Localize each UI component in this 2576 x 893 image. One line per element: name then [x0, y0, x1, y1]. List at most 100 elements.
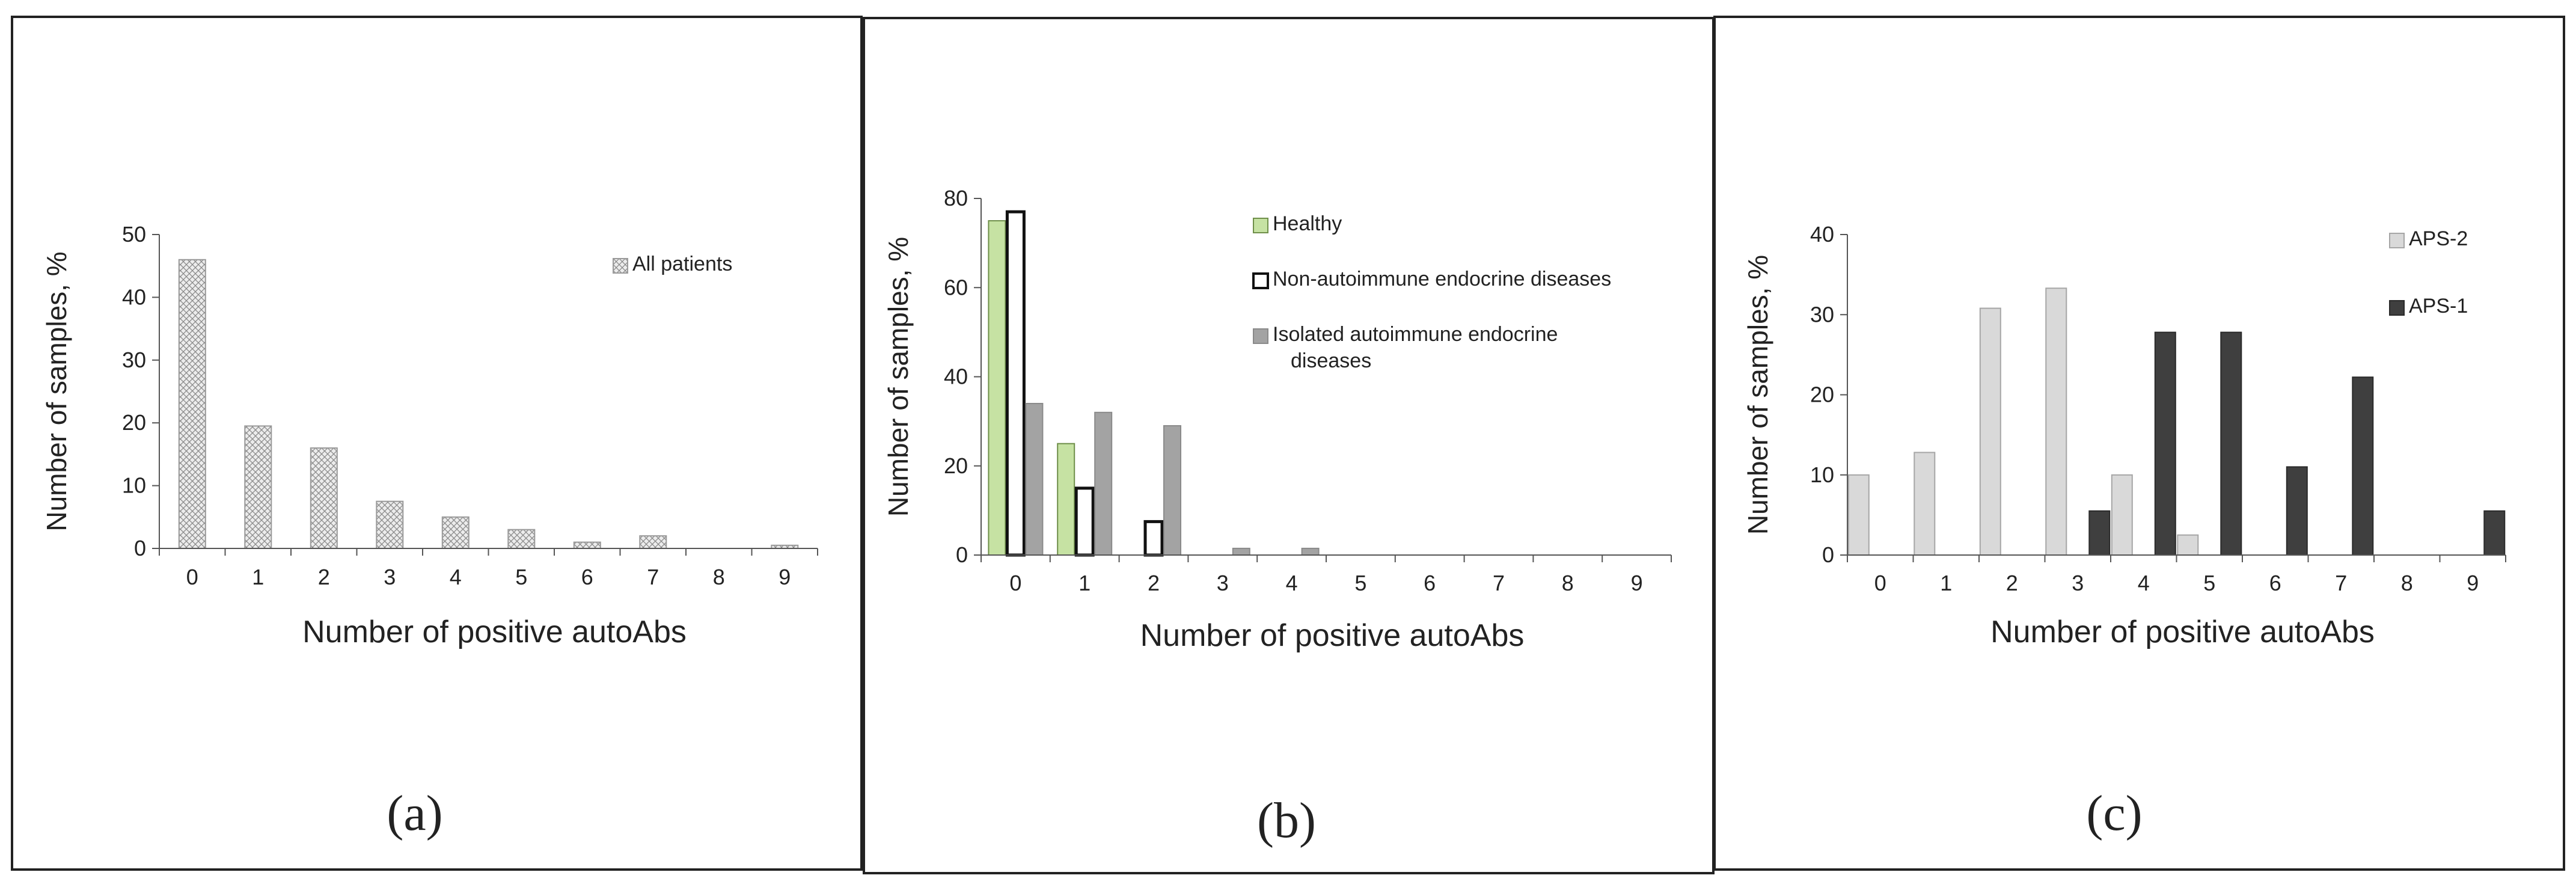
- y-tick-label: 60: [944, 275, 968, 299]
- x-axis-label: Number of positive autoAbs: [1990, 615, 2375, 649]
- bar-1-s2-c1: [1094, 411, 1113, 556]
- y-tick-label: 0: [134, 536, 146, 560]
- x-tick-label: 7: [647, 565, 659, 589]
- bar-2-s1-c5: [2220, 331, 2242, 556]
- x-tick-label: 2: [318, 565, 330, 589]
- chart-b: 0 20 40 60 80 0 1 2 3 4 5 6 7 8 9 Number of positive au…: [883, 186, 1672, 653]
- legend-label: Non-autoimmune endocrine diseases: [1273, 268, 1611, 290]
- x-tick-label: 8: [2401, 571, 2413, 595]
- bar-2-s1-c7: [2352, 376, 2374, 556]
- bar-0-s0-c5: [507, 529, 536, 550]
- x-tick-label: 3: [2072, 571, 2084, 595]
- bar-1-s2-c4: [1301, 547, 1320, 556]
- bar-2-s1-c3: [2088, 510, 2111, 556]
- x-tick-label: 2: [2006, 571, 2018, 595]
- panel-a-caption: (a): [387, 785, 442, 841]
- chart-c: 0 10 20 30 40 0 1 2 3 4 5 6 7 8 9 Number of positive au…: [1742, 222, 2506, 649]
- bar-1-s2-c0: [1025, 403, 1044, 556]
- y-tick-label: 30: [1810, 302, 1834, 327]
- x-tick-label: 4: [2138, 571, 2150, 595]
- bar-0-s0-c6: [573, 541, 601, 549]
- x-tick-label: 6: [1424, 571, 1436, 595]
- bar-2-s1-c6: [2286, 466, 2308, 556]
- bar-0-s0-c7: [639, 535, 667, 549]
- legend-swatch: [1252, 272, 1269, 289]
- x-tick-label: 5: [2203, 571, 2215, 595]
- legend-label: Healthy: [1273, 212, 1342, 235]
- bar-0-s0-c1: [244, 425, 272, 550]
- legend-swatch: [1253, 328, 1268, 344]
- panel-b-caption: (b): [1257, 793, 1316, 849]
- x-tick-label: 2: [1148, 571, 1160, 595]
- x-tick-label: 1: [252, 565, 264, 589]
- panel-c-frame: [1713, 16, 2565, 871]
- legend-swatch: [613, 258, 628, 274]
- x-tick-label: 3: [1217, 571, 1229, 595]
- y-axis-label: Number of samples, %: [883, 237, 914, 517]
- legend-label: APS-2: [2409, 227, 2468, 250]
- legend-swatch: [2389, 233, 2405, 248]
- bar-0-s0-c2: [310, 447, 338, 549]
- y-tick-label: 50: [122, 222, 146, 247]
- x-tick-label: 9: [2467, 571, 2479, 595]
- bar-1-s1-c1: [1074, 486, 1095, 557]
- y-tick-label: 40: [944, 364, 968, 389]
- legend-swatch: [2389, 300, 2405, 316]
- x-tick-label: 8: [713, 565, 725, 589]
- bar-2-s0-c2: [1979, 307, 2001, 556]
- bar-1-s2-c2: [1163, 425, 1181, 556]
- x-tick-label: 7: [1493, 571, 1505, 595]
- panel-a-frame: [11, 16, 863, 871]
- y-tick-label: 20: [944, 453, 968, 478]
- y-tick-label: 10: [1810, 462, 1834, 487]
- x-axis-label: Number of positive autoAbs: [302, 615, 687, 649]
- bar-1-s0-c1: [1057, 443, 1075, 556]
- x-tick-label: 8: [1562, 571, 1574, 595]
- legend-label: All patients: [632, 253, 732, 275]
- bar-1-s1-c2: [1143, 520, 1164, 557]
- x-axis-label: Number of positive autoAbs: [1140, 618, 1525, 653]
- bar-0-s0-c3: [376, 500, 404, 550]
- bar-2-s0-c5: [2177, 534, 2199, 556]
- y-tick-label: 10: [122, 473, 146, 498]
- x-tick-label: 0: [186, 565, 198, 589]
- chart-a: 0 10 20 30 40 50 0 1 2 3 4 5 6 7 8 9 Number of positive …: [41, 222, 818, 649]
- y-tick-label: 0: [1822, 542, 1834, 567]
- bar-2-s0-c1: [1914, 452, 1936, 556]
- x-tick-label: 0: [1874, 571, 1886, 595]
- bar-2-s0-c4: [2111, 474, 2133, 556]
- x-tick-label: 1: [1078, 571, 1091, 595]
- bar-2-s0-c3: [2045, 287, 2067, 556]
- bar-2-s0-c0: [1847, 474, 1870, 556]
- y-tick-label: 20: [122, 410, 146, 435]
- y-tick-label: 80: [944, 186, 968, 210]
- bar-1-s1-c0: [1005, 210, 1026, 557]
- legend-label: APS-1: [2409, 295, 2468, 318]
- bar-0-s0-c0: [178, 259, 206, 549]
- x-tick-label: 6: [2269, 571, 2281, 595]
- bar-1-s2-c3: [1232, 547, 1250, 556]
- y-tick-label: 0: [956, 542, 968, 567]
- legend-swatch: [1253, 218, 1268, 233]
- x-tick-label: 4: [450, 565, 462, 589]
- y-tick-label: 40: [122, 284, 146, 309]
- x-tick-label: 9: [1631, 571, 1643, 595]
- x-tick-label: 0: [1009, 571, 1021, 595]
- x-tick-label: 7: [2335, 571, 2347, 595]
- y-tick-label: 20: [1810, 382, 1834, 407]
- bar-0-s0-c4: [441, 516, 470, 549]
- panel-c-caption: (c): [2086, 785, 2142, 841]
- bar-2-s1-c4: [2154, 331, 2176, 556]
- x-tick-label: 6: [581, 565, 593, 589]
- y-tick-label: 40: [1810, 222, 1834, 247]
- legend-label: Isolated autoimmune endocrine diseases: [1273, 323, 1558, 372]
- bar-2-s1-c9: [2483, 510, 2506, 556]
- y-tick-label: 30: [122, 348, 146, 372]
- x-tick-label: 1: [1940, 571, 1952, 595]
- x-tick-label: 5: [1354, 571, 1366, 595]
- x-tick-label: 5: [515, 565, 527, 589]
- x-tick-label: 9: [779, 565, 791, 589]
- y-axis-label: Number of samples, %: [41, 251, 72, 531]
- x-tick-label: 4: [1286, 571, 1298, 595]
